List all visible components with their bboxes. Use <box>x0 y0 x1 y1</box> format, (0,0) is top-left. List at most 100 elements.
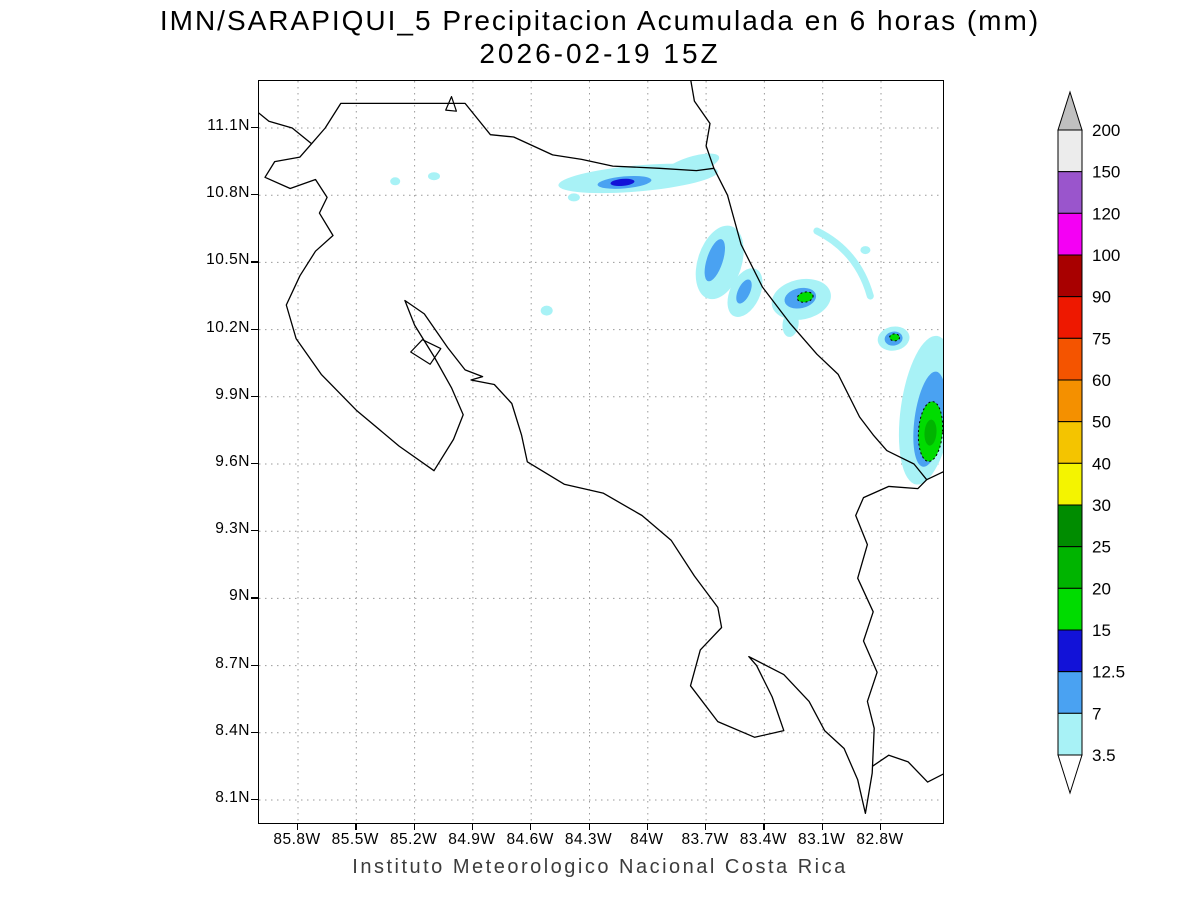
border-coast-line <box>926 471 943 481</box>
colorbar-tick-label: 15 <box>1092 621 1111 640</box>
lat-tick-label: 9.9N <box>215 385 250 403</box>
lat-tick-label: 11.1N <box>207 117 250 134</box>
precip-patch <box>428 172 440 181</box>
lon-tick-label: 83.7W <box>681 831 729 848</box>
colorbar-tick-label: 100 <box>1092 246 1120 265</box>
precip-patch <box>567 193 580 202</box>
axis-tick <box>251 731 258 734</box>
precip-patch <box>796 291 814 303</box>
colorbar-segment <box>1057 712 1083 756</box>
colorbar-tick-label: 20 <box>1092 579 1111 598</box>
colorbar-tick-label: 12.5 <box>1092 663 1125 682</box>
axis-tick <box>251 194 258 196</box>
precip-patch <box>924 419 937 446</box>
axis-tick <box>251 328 258 330</box>
colorbar-segment <box>1057 129 1083 173</box>
island-outline <box>410 339 442 365</box>
plot-title: IMN/SARAPIQUI_5 Precipitacion Acumulada … <box>159 5 1041 36</box>
precip-arc <box>813 227 874 300</box>
axis-tick <box>251 127 258 129</box>
lon-tick-label: 84.3W <box>564 831 613 848</box>
colorbar-segment <box>1057 296 1083 339</box>
axis-tick <box>251 261 258 263</box>
lon-tick-label: 85.8W <box>273 831 321 848</box>
map-frame <box>258 80 944 824</box>
colorbar-segment <box>1057 504 1083 548</box>
lon-tick-label: 85.5W <box>331 831 379 848</box>
precip-patch <box>661 153 720 179</box>
precip-patch <box>390 177 401 186</box>
axis-tick <box>355 823 357 830</box>
axis-tick <box>530 823 532 830</box>
axis-tick <box>251 530 258 532</box>
colorbar-tick-label: 7 <box>1092 704 1101 723</box>
axis-tick <box>251 664 258 666</box>
axis-tick <box>297 823 299 830</box>
border-coast-line <box>871 754 943 783</box>
map-canvas <box>259 81 943 823</box>
coastline-path <box>264 102 928 815</box>
precip-patch <box>610 178 635 187</box>
lat-tick-label: 9.6N <box>215 453 250 470</box>
lon-tick-label: 84W <box>630 831 664 848</box>
lat-tick-label: 9.3N <box>215 520 250 538</box>
precip-patch <box>889 333 901 342</box>
border-coast-line <box>259 112 313 145</box>
colorbar-segment <box>1057 462 1083 506</box>
colorbar-segment <box>1057 337 1083 381</box>
axis-tick <box>705 823 707 830</box>
colorbar-segment <box>1057 671 1083 714</box>
axis-tick <box>251 395 258 398</box>
lon-tick-label: 84.6W <box>506 831 554 848</box>
lon-tick-label: 83.1W <box>798 831 846 848</box>
colorbar-tick-label: 25 <box>1092 538 1111 557</box>
colorbar-tick-label: 150 <box>1092 163 1120 182</box>
lon-tick-label: 82.8W <box>856 831 904 848</box>
colorbar-arrow-bottom <box>1057 754 1083 795</box>
colorbar-segment <box>1057 546 1083 589</box>
island-outline <box>445 96 457 112</box>
lon-tick-label: 83.4W <box>739 831 788 848</box>
axis-tick <box>251 463 258 465</box>
axis-tick <box>251 799 258 801</box>
axis-tick <box>251 597 258 599</box>
axis-tick <box>646 823 649 830</box>
precip-patch <box>704 239 726 282</box>
colorbar-tick-label: 120 <box>1092 204 1120 223</box>
axis-tick <box>471 823 474 830</box>
axis-tick <box>880 823 882 830</box>
colorbar-segment <box>1057 379 1083 423</box>
colorbar-segment <box>1057 629 1083 673</box>
colorbar-tick-label: 50 <box>1092 413 1111 432</box>
lat-tick-label: 9N <box>229 587 250 605</box>
lat-tick-label: 8.1N <box>215 789 250 806</box>
lon-tick-label: 84.9W <box>448 831 496 848</box>
colorbar-tick-label: 30 <box>1092 496 1111 515</box>
axis-tick <box>821 823 823 830</box>
colorbar-tick-label: 60 <box>1092 371 1111 390</box>
plot-header: IMN/SARAPIQUI_5 Precipitacion Acumulada … <box>0 5 1200 70</box>
lat-tick-label: 8.4N <box>215 721 250 739</box>
lat-tick-label: 8.7N <box>215 654 250 672</box>
colorbar-segment <box>1057 421 1083 464</box>
border-coast-line <box>690 81 715 169</box>
precip-patch <box>860 246 871 255</box>
attribution-text: Instituto Meteorologico Nacional Costa R… <box>352 856 848 878</box>
lat-tick-label: 10.5N <box>206 251 250 269</box>
colorbar-tick-label: 3.5 <box>1092 746 1116 765</box>
lon-tick-label: 85.2W <box>389 831 438 848</box>
colorbar-legend: 3.5 7 12.5 15 20 25 30 40 50 60 75 90 100 120 150 200 <box>1057 90 1125 795</box>
colorbar-segment <box>1057 171 1083 214</box>
colorbar-tick-label: 40 <box>1092 454 1111 473</box>
colorbar-segment <box>1057 587 1083 631</box>
axis-tick <box>413 823 415 830</box>
axis-tick <box>588 823 590 830</box>
plot-datetime: 2026-02-19 15Z <box>479 38 721 69</box>
precip-patch <box>540 305 553 316</box>
colorbar-tick-label: 200 <box>1092 121 1120 140</box>
precip-patch <box>736 279 752 304</box>
lat-tick-label: 10.8N <box>206 184 250 202</box>
colorbar-arrow-top <box>1057 90 1083 131</box>
lat-tick-label: 10.2N <box>206 318 250 336</box>
